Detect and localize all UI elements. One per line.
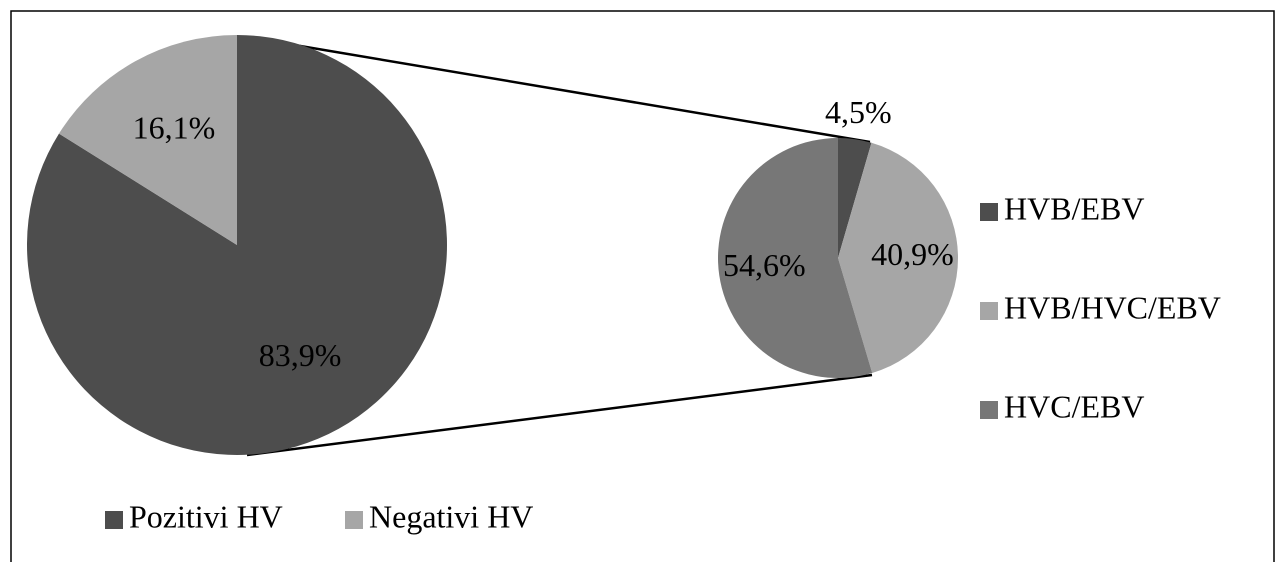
data-label: 54,6%	[723, 247, 806, 283]
legend-swatch	[345, 511, 363, 529]
legend-label: Pozitivi HV	[129, 498, 283, 534]
legend-swatch	[980, 302, 998, 320]
pie-slice	[838, 138, 872, 258]
pie-slice	[58, 35, 237, 245]
data-label: 4,5%	[825, 94, 892, 130]
pie-slice	[838, 142, 959, 374]
connector-line	[246, 35, 871, 144]
legend-swatch	[980, 203, 998, 221]
legend-swatch	[105, 511, 123, 529]
legend-label: Negativi HV	[369, 498, 533, 534]
legend-label: HVB/EBV	[1004, 190, 1144, 226]
pie-slice	[27, 35, 447, 456]
pie-slice	[718, 138, 873, 379]
legend-label: HVC/EBV	[1004, 388, 1144, 424]
data-label: 16,1%	[133, 109, 216, 145]
connector-line	[246, 373, 873, 457]
legend-label: HVB/HVC/EBV	[1004, 289, 1221, 325]
data-label: 83,9%	[259, 337, 342, 373]
chart-frame	[10, 10, 1275, 562]
legend-swatch	[980, 401, 998, 419]
data-label: 40,9%	[871, 236, 954, 272]
